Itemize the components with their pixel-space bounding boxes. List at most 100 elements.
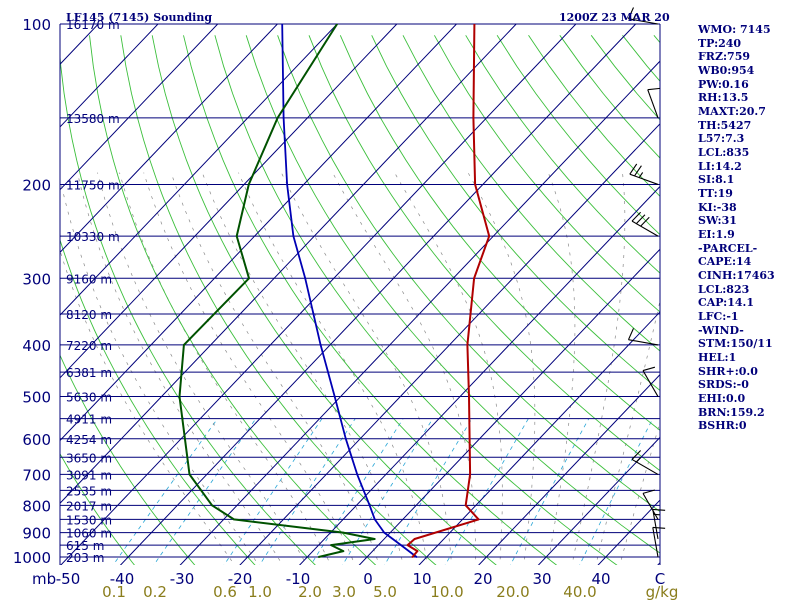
dewpoint-line-point bbox=[178, 395, 181, 398]
temperature-line-point bbox=[406, 544, 409, 547]
dry-adiabat bbox=[465, 35, 660, 274]
index-value: PW:0.16 bbox=[698, 77, 749, 91]
index-value: FRZ:759 bbox=[698, 50, 751, 64]
indices-panel: WMO: 7145 TP:240 FRZ:759 WB0:954 PW:0.16 RH:1… bbox=[698, 23, 798, 433]
height-label: 615 m bbox=[66, 539, 104, 553]
dewpoint-line-point bbox=[276, 116, 279, 119]
isotherm bbox=[239, 123, 660, 565]
temperature-axis: -50 -40 -30 -20 -10 0 10 20 30 40 C bbox=[56, 570, 665, 588]
wind-barb bbox=[629, 163, 659, 185]
index-value: TT:19 bbox=[698, 187, 733, 201]
dewpoint-line-point bbox=[342, 550, 345, 553]
wind-barb-flag bbox=[652, 526, 666, 529]
dewpoint-line-point bbox=[373, 538, 376, 540]
temperature-line-point bbox=[466, 343, 469, 346]
pressure-tick-label: 700 bbox=[22, 466, 51, 484]
height-label: 6381 m bbox=[66, 366, 112, 380]
temperature-tick-label: -20 bbox=[228, 570, 253, 588]
dewpoint-line-point bbox=[211, 504, 213, 507]
dewpoint-line-point bbox=[317, 556, 320, 558]
mixing-ratio-tick-label: 0.2 bbox=[143, 583, 167, 600]
wind-barb bbox=[631, 211, 659, 237]
isotherm bbox=[60, 24, 279, 254]
wind-barb-flag bbox=[647, 87, 661, 91]
temperature-line-point bbox=[473, 24, 476, 25]
height-label: 3650 m bbox=[66, 451, 112, 465]
pressure-tick-label: 100 bbox=[22, 16, 51, 34]
moist-adiabat bbox=[97, 172, 308, 565]
index-value: LI:14.2 bbox=[698, 159, 742, 173]
temperature-line-point bbox=[477, 518, 480, 521]
height-label: 8120 m bbox=[66, 308, 112, 322]
wind-barb bbox=[627, 7, 659, 25]
dewpoint-line-point bbox=[248, 277, 250, 280]
height-label: 7220 m bbox=[66, 339, 112, 353]
height-label: 4911 m bbox=[66, 413, 112, 427]
wind-barb-half-flag bbox=[638, 172, 644, 178]
index-value: RH:13.5 bbox=[698, 91, 749, 105]
temperature-tick-label: 20 bbox=[473, 570, 492, 588]
pressure-axis: 100 200 300 400 500 600 700 800 900 1000 mb bbox=[13, 16, 56, 588]
wind-barb-flag bbox=[642, 366, 656, 372]
dry-adiabat bbox=[183, 35, 558, 565]
temperature-line-point bbox=[488, 235, 491, 238]
parcel-trace bbox=[281, 24, 418, 558]
isotherm bbox=[537, 436, 660, 565]
valid-time: 1200Z 23 MAR 20 bbox=[559, 11, 670, 24]
dewpoint-line-point bbox=[235, 235, 238, 238]
isotherm bbox=[60, 24, 398, 379]
wind-barb-flag bbox=[627, 7, 634, 20]
pressure-tick-label: 900 bbox=[22, 525, 51, 543]
index-value: SW:31 bbox=[698, 214, 737, 228]
wind-barb-flag bbox=[629, 163, 638, 175]
wind-barb bbox=[642, 489, 659, 520]
temperature-line-point bbox=[472, 116, 475, 119]
height-label: 2017 m bbox=[66, 499, 112, 513]
index-value: TP:240 bbox=[698, 36, 742, 50]
index-value: SI:8.1 bbox=[698, 173, 735, 187]
pressure-tick-label: 400 bbox=[22, 337, 51, 355]
height-labels: 16170 m 13580 m 11750 m 10330 m 9160 m 8120 m… bbox=[66, 18, 120, 565]
wind-barb-staff bbox=[647, 89, 659, 119]
dry-adiabat bbox=[308, 35, 660, 472]
isotherm bbox=[478, 373, 660, 565]
parcel-trace-point bbox=[286, 183, 288, 186]
index-value: WB0:954 bbox=[698, 64, 755, 78]
moist-adiabat bbox=[394, 172, 503, 565]
temperature-unit-label: C bbox=[655, 570, 665, 588]
index-value: SRDS:-0 bbox=[698, 378, 749, 392]
isotherm bbox=[60, 24, 517, 504]
wind-barb-flag bbox=[635, 214, 646, 224]
height-label: 13580 m bbox=[66, 112, 120, 126]
temperature-line-point bbox=[468, 395, 470, 398]
dry-adiabat bbox=[151, 35, 497, 565]
height-label: 3091 m bbox=[66, 468, 112, 482]
wind-barb bbox=[652, 526, 666, 558]
wind-barbs bbox=[627, 7, 666, 558]
isobars bbox=[60, 23, 660, 558]
index-value: MAXT:20.7 bbox=[698, 105, 766, 119]
parcel-trace-point bbox=[319, 343, 322, 346]
index-value: WMO: 7145 bbox=[698, 23, 771, 36]
mixing-ratio-tick-label: 0.1 bbox=[102, 583, 126, 600]
wind-barb-flag bbox=[627, 328, 634, 340]
mixing-ratio-tick-label: 40.0 bbox=[563, 583, 596, 600]
isotherm bbox=[60, 24, 219, 191]
index-value: KI:-38 bbox=[698, 200, 737, 214]
mixing-ratio-unit-label: g/kg bbox=[646, 583, 679, 600]
temperature-line-point bbox=[416, 550, 419, 553]
index-value: CAP:14.1 bbox=[698, 296, 755, 310]
parcel-trace-point bbox=[282, 116, 285, 119]
wind-barb-flag bbox=[640, 216, 650, 227]
temperature-line-point bbox=[473, 277, 476, 280]
height-label: 4254 m bbox=[66, 433, 112, 447]
dry-adiabat bbox=[60, 452, 135, 565]
index-value: STM:150/11 bbox=[698, 337, 773, 351]
dewpoint-line-point bbox=[342, 531, 344, 534]
index-value: -PARCEL- bbox=[698, 241, 758, 255]
temperature-line bbox=[406, 24, 491, 558]
dry-adiabat bbox=[402, 35, 660, 352]
parcel-trace-point bbox=[333, 395, 336, 398]
